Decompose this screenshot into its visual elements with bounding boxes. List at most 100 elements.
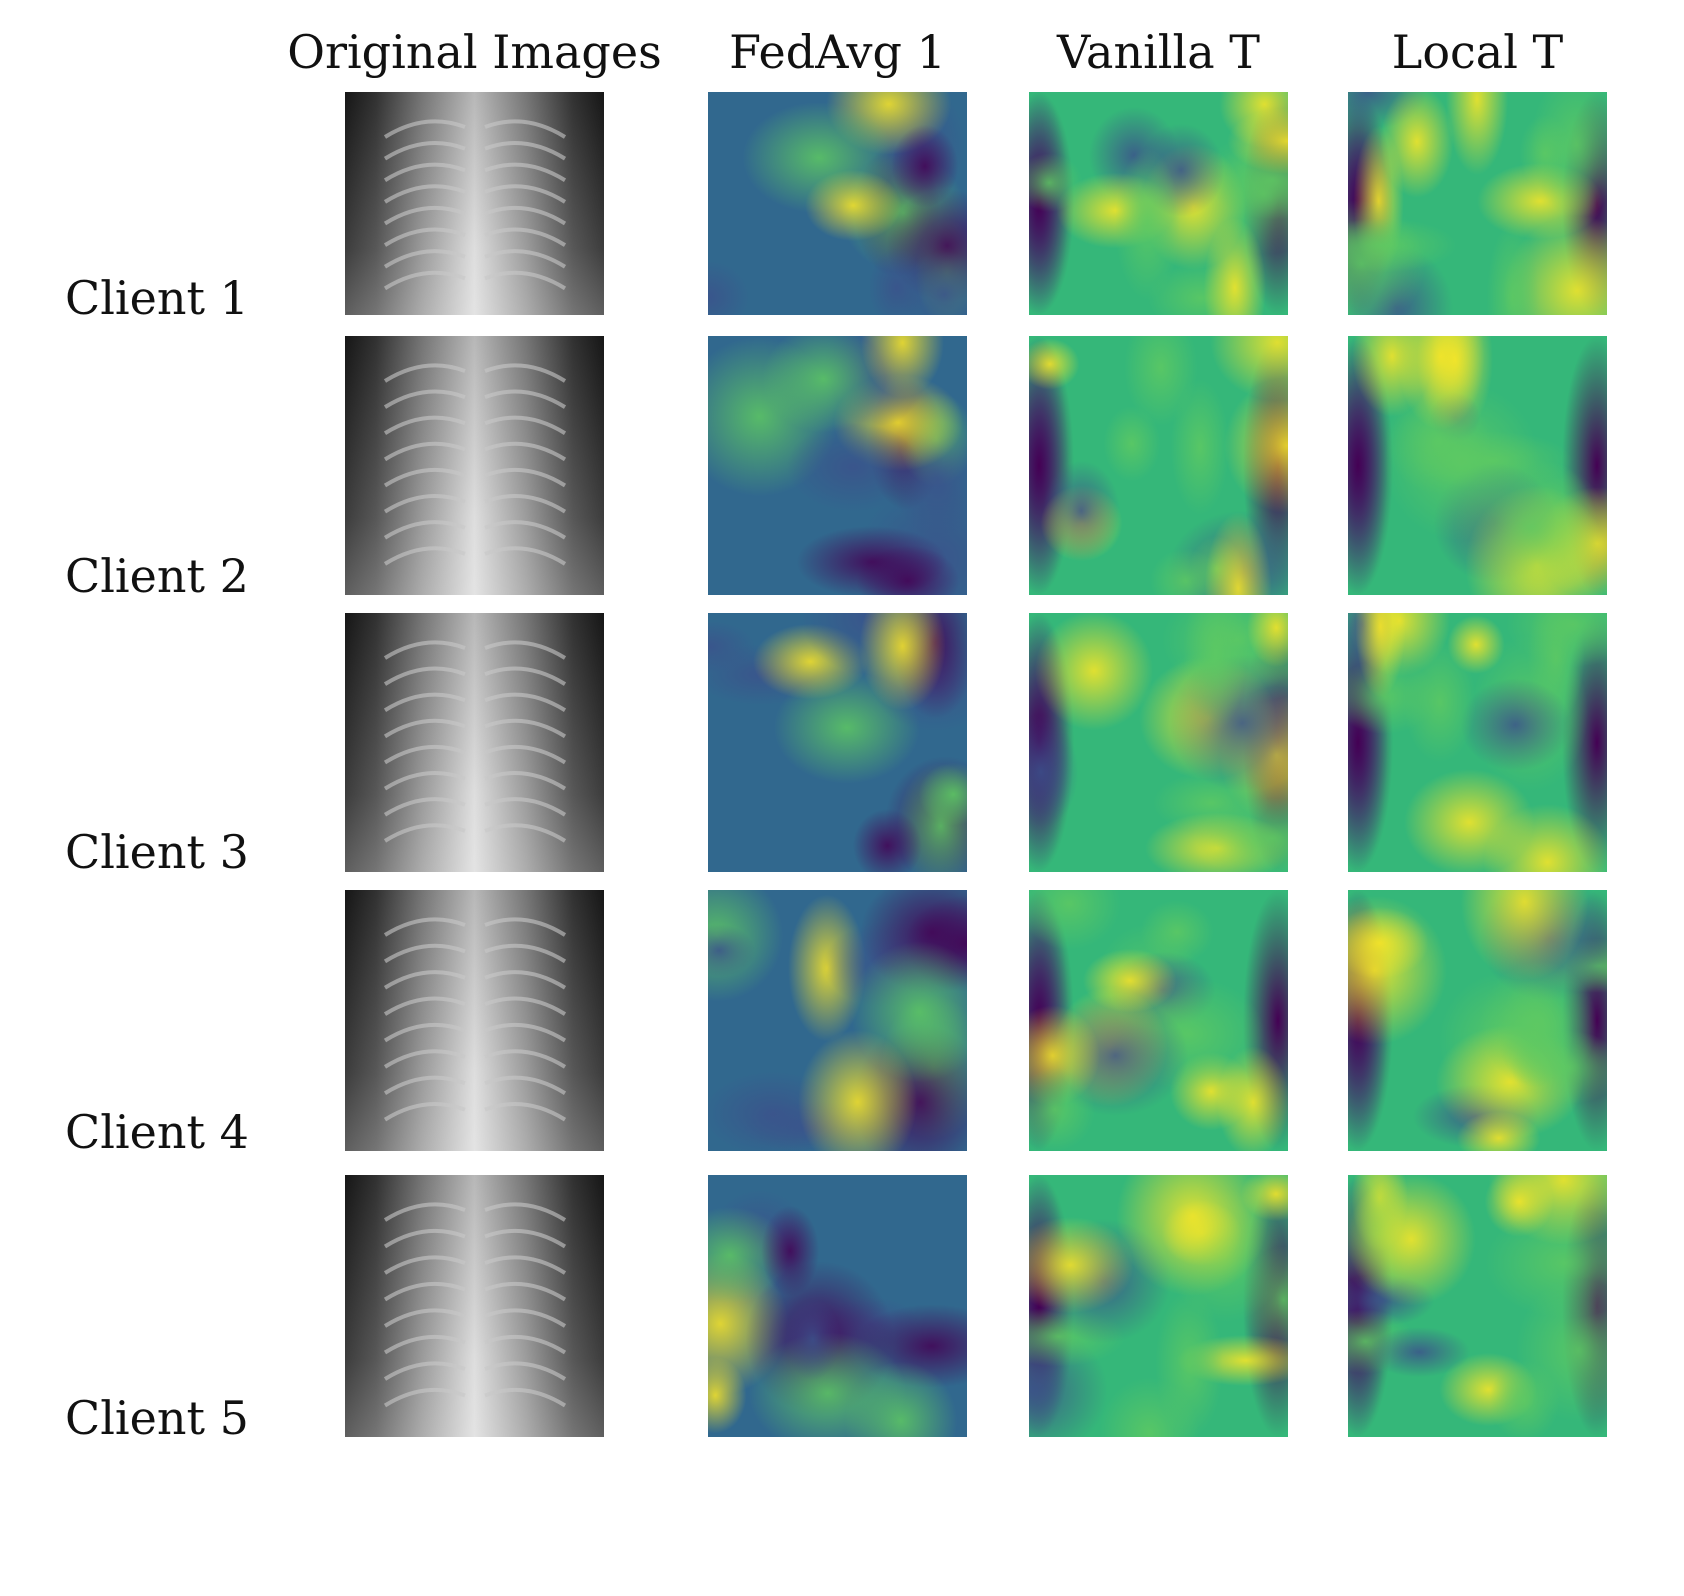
row-label: Client 2 [65,549,249,603]
xray-shade [345,336,604,595]
heatmap-image [1348,336,1607,595]
rib [484,227,567,247]
xray-shade [345,92,604,315]
row-label: Client 5 [65,1391,249,1445]
rib [383,744,466,765]
blob [1150,548,1222,595]
blob [1114,148,1180,300]
blob [1460,890,1589,981]
heatmap-image [708,92,967,315]
blob [708,620,756,674]
blob [1445,92,1509,175]
column-header: FedAvg 1 [729,25,946,79]
xray-image [345,336,604,595]
blob [1116,1175,1269,1296]
blob [1204,512,1272,595]
rib [484,415,567,435]
rib [484,1022,567,1043]
blob [1029,153,1083,212]
rib [484,141,567,161]
blob [1355,613,1406,698]
rib [383,771,466,791]
blob [1403,642,1476,763]
xray-image [345,613,604,872]
xray-shade [345,613,604,872]
rib [383,996,466,1016]
blob [1380,92,1454,198]
blob [798,1029,918,1151]
blob [856,545,960,595]
xray-image [345,1175,604,1437]
rib [383,1075,466,1095]
rib [383,389,466,409]
blob [1034,613,1154,731]
blob [786,422,921,513]
column-header: Local T [1392,25,1564,79]
blob [1103,406,1161,482]
rib [383,184,466,204]
blob [708,260,749,315]
blob [1489,1360,1560,1437]
heatmap-image [708,890,967,1151]
heatmap-image [1348,613,1607,872]
rib [484,363,567,383]
blob [1505,613,1607,667]
rib [484,1102,567,1122]
blob [891,124,959,208]
rib [484,184,567,204]
rib [484,1361,567,1381]
rib [383,546,466,566]
blob [1348,1175,1476,1306]
rib [484,1308,567,1328]
rib [383,467,466,488]
blob [1348,218,1456,273]
rib [484,666,567,686]
blob [1183,613,1248,731]
rib [383,1361,466,1381]
rib [484,692,567,712]
blob [1029,1216,1134,1314]
rib [484,162,567,182]
column-header: Original Images [287,25,661,79]
rib [484,467,567,488]
rib [383,363,466,383]
rib [383,917,466,937]
blob [1456,1111,1541,1151]
blob [1029,714,1079,829]
blob [1029,890,1121,950]
rib [484,494,567,514]
blob [1124,336,1198,426]
blob [1488,1175,1607,1245]
blob [1486,223,1540,315]
rib [383,823,466,843]
rib [484,640,567,660]
rib [383,943,466,964]
rib [383,141,466,161]
rib [484,996,567,1016]
rib [383,119,466,139]
blob [1510,1030,1607,1105]
column-header: Vanilla T [1056,25,1260,79]
rib [383,692,466,712]
rib [484,718,567,739]
blob [1029,1067,1095,1151]
rib [383,520,466,540]
blob [1453,458,1607,595]
blob [1243,1246,1288,1354]
rib [383,205,466,226]
rib [484,797,567,817]
xray-shade [345,890,604,1151]
blob [1195,798,1288,872]
rib [383,1228,466,1249]
blob [1140,900,1214,964]
rib [484,771,567,791]
blob [708,1357,747,1434]
rib [484,1281,567,1302]
rib [484,1075,567,1095]
row-label: Client 4 [65,1105,249,1159]
heatmap-image [1029,613,1288,872]
rib [383,1308,466,1328]
rib [484,249,567,269]
blob [1247,613,1288,668]
